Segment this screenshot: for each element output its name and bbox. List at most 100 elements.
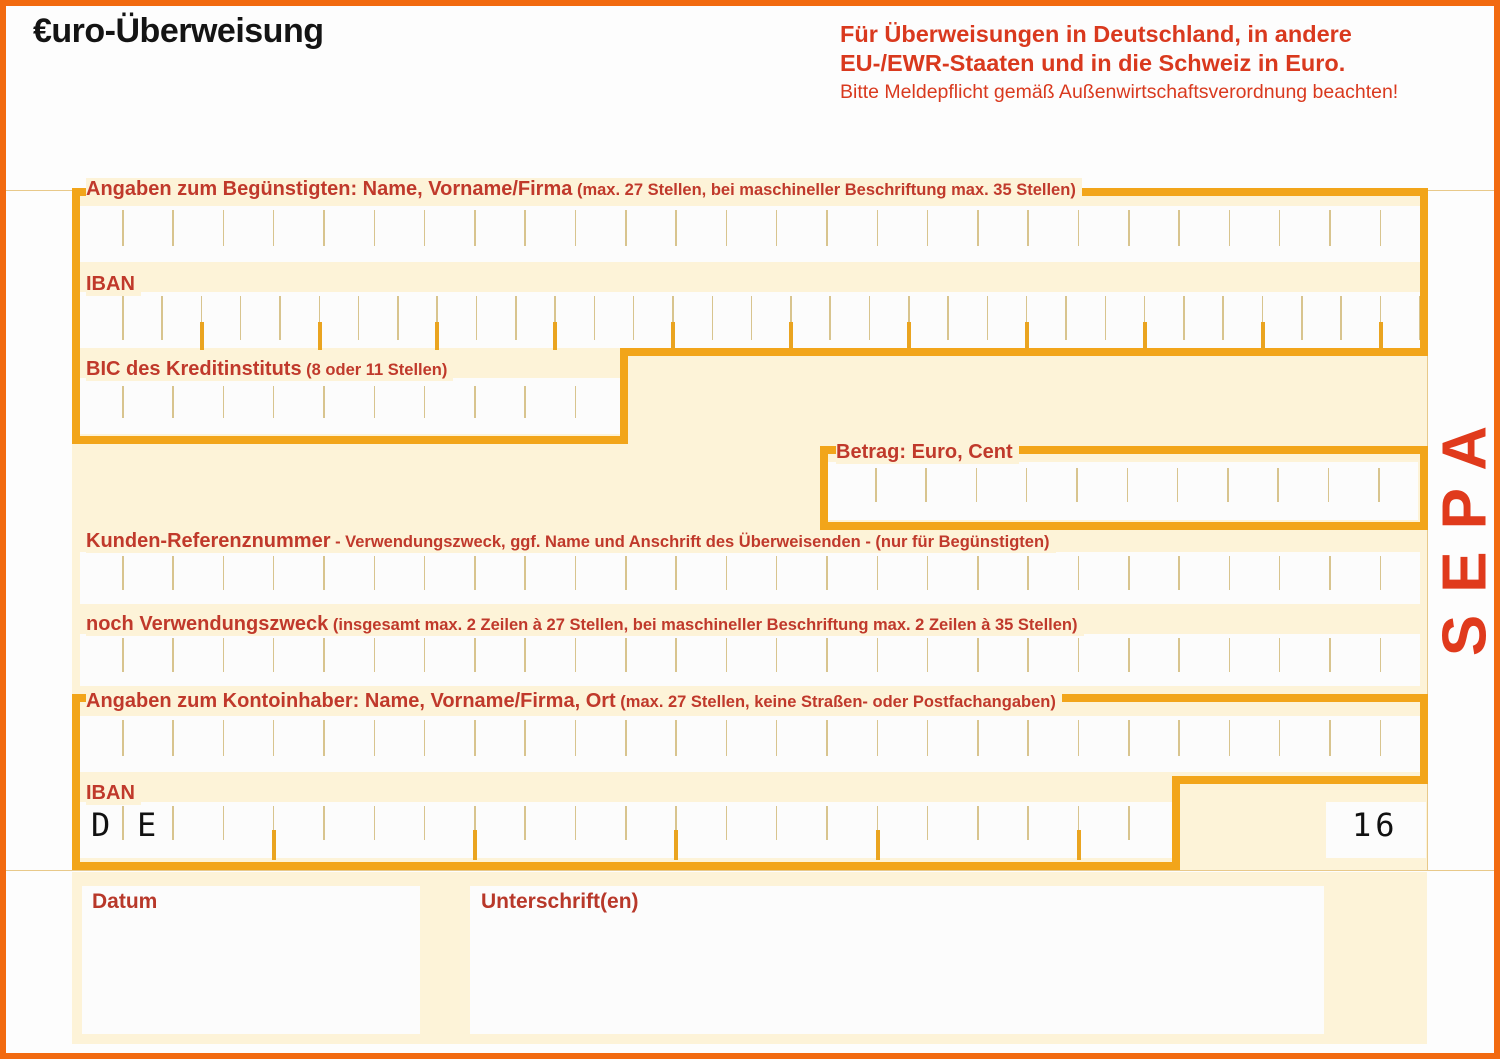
group-divider (553, 322, 558, 350)
form-title: €uro-Überweisung (33, 12, 324, 50)
cell-divider (826, 210, 828, 246)
outline-amount-top (820, 446, 1428, 454)
cell-divider (876, 556, 878, 590)
cell-divider (1077, 720, 1080, 756)
cell-divider (826, 720, 828, 756)
cell-divider (172, 638, 174, 672)
cell-divider (574, 638, 577, 672)
cell-divider (222, 720, 225, 756)
cell-divider (1329, 210, 1331, 246)
cell-divider (1065, 296, 1067, 340)
outline-bic-bottom (72, 436, 628, 444)
cell-divider (1077, 210, 1080, 246)
label-hint: - Verwendungszweck, ggf. Name und Anschr… (330, 533, 1050, 551)
outline-bic-right (620, 348, 628, 444)
cell-divider (725, 806, 728, 840)
cell-divider (977, 638, 979, 672)
cell-divider (357, 296, 360, 340)
bic-input[interactable] (80, 378, 620, 434)
cell-divider (515, 296, 517, 340)
cell-divider (1379, 296, 1382, 340)
cell-divider (122, 556, 124, 590)
cell-divider (222, 806, 225, 840)
guide-line-bottom (6, 870, 1494, 871)
cell-divider (977, 556, 979, 590)
beneficiary-name-label: Angaben zum Begünstigten: Name, Vorname/… (86, 178, 1082, 201)
payer-iban-label: IBAN (86, 782, 141, 805)
cell-divider (1025, 468, 1028, 502)
cell-divider (775, 556, 778, 590)
cell-divider (423, 806, 426, 840)
beneficiary-iban-label: IBAN (86, 273, 141, 296)
cell-divider (1027, 210, 1029, 246)
form-notice: Für Überweisungen in Deutschland, in and… (840, 20, 1398, 106)
group-divider (671, 322, 676, 350)
cell-divider (675, 806, 677, 840)
signature-label: Unterschrift(en) (481, 890, 639, 913)
cell-divider (574, 556, 577, 590)
outline-ben-step (620, 348, 1428, 356)
reference-input[interactable] (80, 552, 1420, 604)
beneficiary-iban-input[interactable] (80, 292, 1420, 348)
cell-divider (1301, 296, 1303, 340)
label-main: Name, Vorname/Firma, Ort (359, 690, 616, 712)
cell-divider (172, 386, 174, 418)
signature-input[interactable] (470, 886, 1324, 1034)
cell-divider (122, 386, 124, 418)
group-divider (789, 322, 794, 350)
group-divider (1076, 830, 1081, 860)
cell-divider (1077, 806, 1080, 840)
cell-divider (725, 556, 728, 590)
cell-divider (554, 296, 556, 340)
cell-divider (1178, 210, 1180, 246)
cell-divider (172, 806, 174, 840)
purpose-cont-label: noch Verwendungszweck (insgesamt max. 2 … (86, 613, 1084, 636)
guide-line-right (1427, 190, 1428, 870)
cell-divider (122, 638, 124, 672)
amount-input[interactable] (828, 462, 1418, 520)
cell-divider (672, 296, 674, 340)
cell-divider (272, 806, 275, 840)
payer-name-input[interactable] (80, 716, 1420, 772)
notice-line-3: Bitte Meldepflicht gemäß Außenwirtschaft… (840, 81, 1399, 103)
label-main: BIC des Kreditinstituts (86, 358, 302, 380)
purpose-cont-input[interactable] (80, 634, 1420, 686)
cell-divider (925, 468, 927, 502)
cell-divider (826, 806, 828, 840)
group-divider (1260, 322, 1265, 350)
payer-iban-country-2: E (137, 806, 157, 844)
notice-line-2: EU-/EWR-Staaten und in die Schweiz in Eu… (840, 50, 1346, 76)
group-divider (674, 830, 679, 860)
cell-divider (423, 556, 426, 590)
cell-divider (725, 210, 728, 246)
group-divider (1378, 322, 1383, 350)
sepa-side-label: SEPA (1430, 404, 1500, 656)
cell-divider (1340, 296, 1342, 340)
cell-divider (977, 720, 979, 756)
cell-divider (423, 720, 426, 756)
cell-divider (1178, 638, 1180, 672)
cell-divider (876, 210, 878, 246)
cell-divider (675, 556, 677, 590)
beneficiary-name-input[interactable] (80, 206, 1420, 262)
outline-payer-iban-right (1172, 776, 1180, 870)
cell-divider (323, 556, 325, 590)
cell-divider (1178, 556, 1180, 590)
cell-divider (868, 296, 871, 340)
cell-divider (122, 210, 124, 246)
date-input[interactable] (82, 886, 420, 1034)
sepa-text: SEPA (1430, 403, 1500, 657)
cell-divider (926, 806, 929, 840)
cell-divider (711, 296, 713, 340)
cell-divider (1222, 296, 1224, 340)
cell-divider (172, 210, 174, 246)
cell-divider (272, 638, 275, 672)
group-divider (435, 322, 440, 350)
cell-divider (1128, 210, 1130, 246)
cell-divider (876, 806, 878, 840)
cell-divider (1183, 296, 1185, 340)
group-divider (1142, 322, 1147, 350)
cell-divider (675, 210, 677, 246)
group-divider (875, 830, 880, 860)
cell-divider (908, 296, 910, 340)
